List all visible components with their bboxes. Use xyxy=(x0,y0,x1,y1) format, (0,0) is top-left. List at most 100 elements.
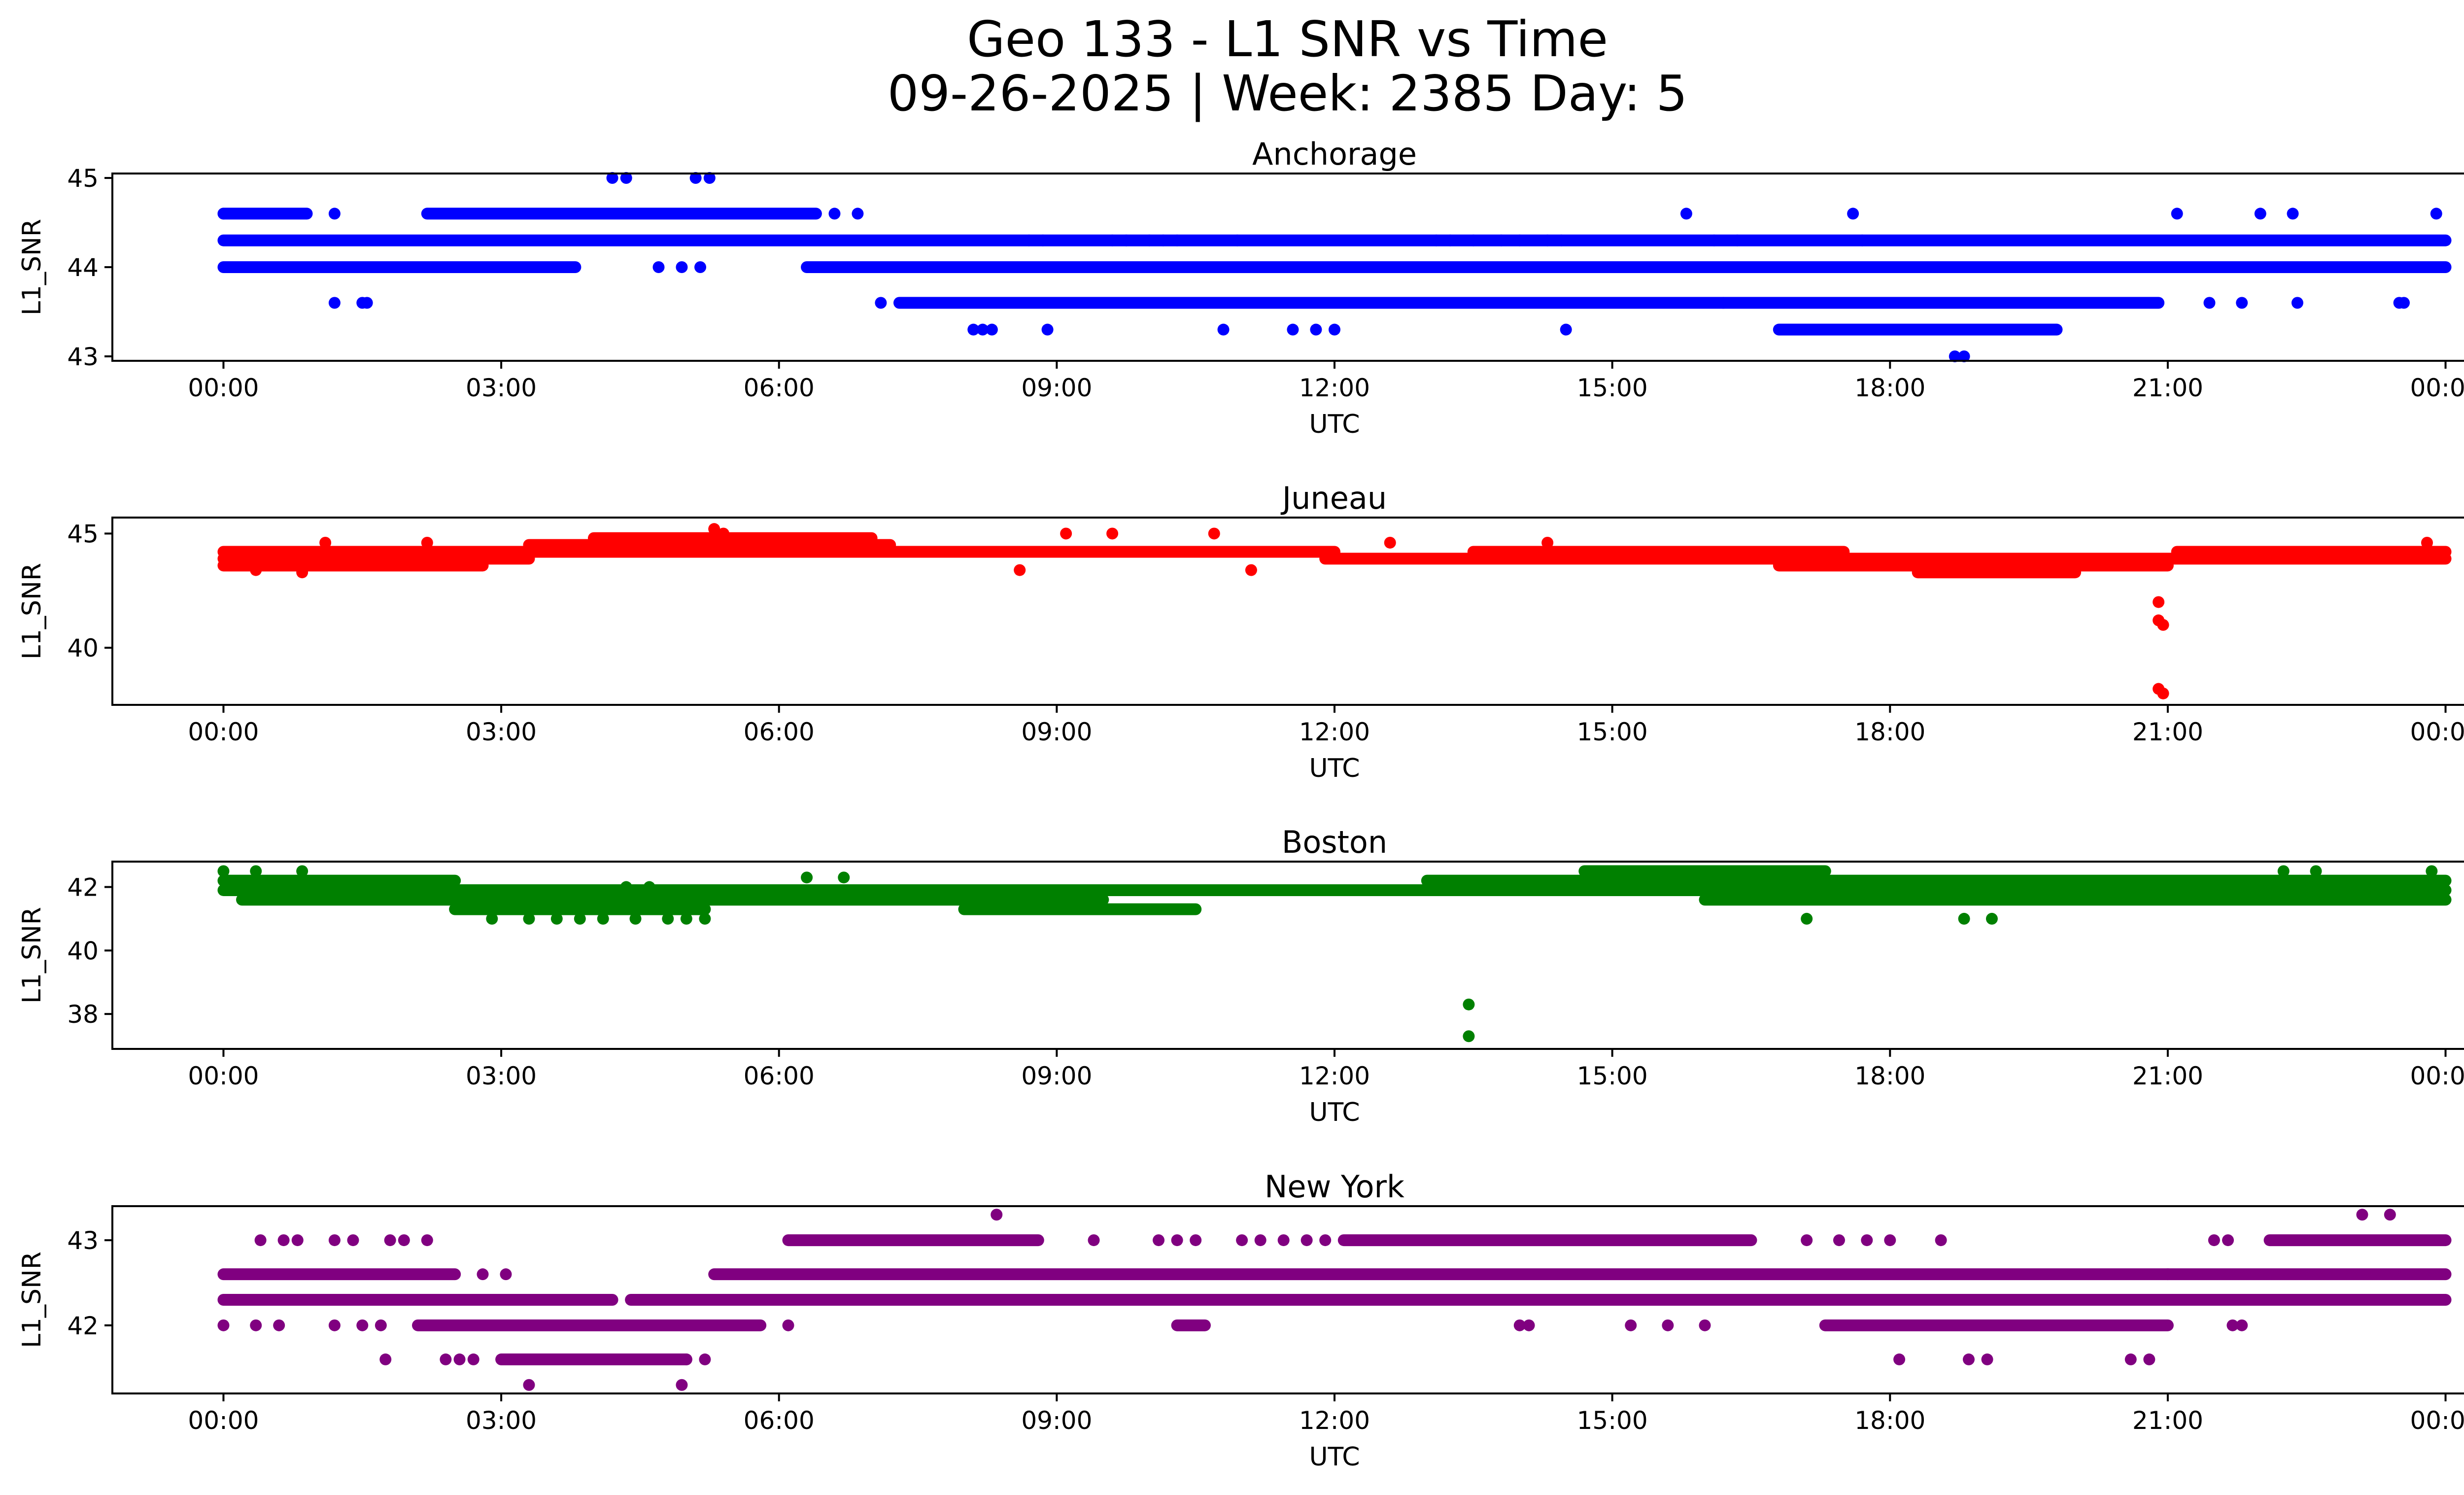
data-point xyxy=(1106,527,1119,540)
x-tick-label: 15:00 xyxy=(1577,718,1648,746)
x-tick-label: 18:00 xyxy=(1854,1406,1925,1435)
data-point xyxy=(2157,619,2169,631)
data-point xyxy=(523,1379,535,1391)
data-point xyxy=(1995,261,2007,273)
data-point xyxy=(680,1353,692,1365)
data-point xyxy=(1833,261,1845,273)
x-tick-label: 15:00 xyxy=(1577,1062,1648,1090)
data-point xyxy=(1300,1234,1313,1247)
data-point xyxy=(2287,208,2299,220)
data-point xyxy=(2356,1209,2368,1221)
x-tick-label: 09:00 xyxy=(1021,1406,1092,1435)
data-point xyxy=(1861,1234,1873,1247)
data-point xyxy=(2236,297,2248,309)
data-point xyxy=(1208,527,1220,540)
data-point xyxy=(708,523,720,535)
data-point xyxy=(277,1234,290,1247)
data-point xyxy=(1106,234,1119,246)
x-tick-label: 00:00 xyxy=(188,1406,259,1435)
data-point xyxy=(1555,234,1568,246)
y-tick-label: 43 xyxy=(67,343,99,371)
data-point xyxy=(384,1234,396,1247)
data-point xyxy=(379,1353,392,1365)
x-tick-label: 15:00 xyxy=(1577,374,1648,402)
x-tick-label: 06:00 xyxy=(744,374,815,402)
x-tick-label: 03:00 xyxy=(466,718,537,746)
data-point xyxy=(250,1319,262,1331)
data-point xyxy=(1157,234,1169,246)
x-axis-label: UTC xyxy=(1309,1098,1360,1127)
data-point xyxy=(1949,350,1961,362)
data-point xyxy=(1977,261,1989,273)
data-point xyxy=(375,1319,387,1331)
data-point xyxy=(1143,234,1156,246)
data-point xyxy=(1847,208,1859,220)
data-point xyxy=(620,881,632,893)
data-marks xyxy=(217,865,2452,1043)
data-point xyxy=(1856,234,1868,246)
data-point xyxy=(1463,1030,1475,1043)
x-tick-label: 03:00 xyxy=(466,374,537,402)
x-axis-label: UTC xyxy=(1309,1442,1360,1472)
data-point xyxy=(2153,596,2165,608)
data-point xyxy=(2157,687,2169,699)
data-point xyxy=(1310,323,1322,336)
data-point xyxy=(1277,1234,1290,1247)
y-tick-label: 45 xyxy=(67,164,99,193)
data-point xyxy=(550,912,563,925)
data-point xyxy=(500,1268,512,1281)
data-point xyxy=(1444,234,1456,246)
x-axis-label: UTC xyxy=(1309,410,1360,439)
data-point xyxy=(1171,1234,1183,1247)
data-point xyxy=(680,912,692,925)
y-tick-label: 44 xyxy=(67,253,99,282)
data-point xyxy=(676,261,688,273)
subplot-title: Juneau xyxy=(1280,480,1387,516)
data-point xyxy=(1884,1234,1896,1247)
data-point xyxy=(662,912,674,925)
x-tick-label: 21:00 xyxy=(2132,718,2203,746)
data-point xyxy=(1287,323,1299,336)
data-point xyxy=(1463,998,1475,1010)
subplot-title: Anchorage xyxy=(1252,136,1417,172)
x-tick-label: 00:00 xyxy=(188,374,259,402)
data-point xyxy=(296,865,308,877)
data-point xyxy=(699,1353,711,1365)
y-axis-label: L1_SNR xyxy=(17,219,47,315)
data-point xyxy=(676,1379,688,1391)
x-tick-label: 12:00 xyxy=(1299,718,1370,746)
data-point xyxy=(1430,234,1442,246)
x-tick-label: 00:00 xyxy=(2410,718,2464,746)
data-point xyxy=(1217,323,1230,336)
data-point xyxy=(1384,536,1396,549)
data-point xyxy=(2143,1353,2156,1365)
x-tick-label: 09:00 xyxy=(1021,718,1092,746)
data-point xyxy=(254,1234,267,1247)
data-point xyxy=(1037,234,1049,246)
data-point xyxy=(1245,564,1257,576)
data-point xyxy=(852,208,864,220)
data-point xyxy=(440,1353,452,1365)
data-point xyxy=(1981,1353,1993,1365)
data-point xyxy=(574,912,586,925)
data-point xyxy=(523,912,535,925)
data-point xyxy=(606,172,618,184)
data-point xyxy=(2426,865,2438,877)
data-point xyxy=(486,912,498,925)
data-point xyxy=(1236,1234,1248,1247)
data-point xyxy=(1680,208,1692,220)
data-point xyxy=(718,527,729,540)
data-point xyxy=(643,881,655,893)
y-axis-label: L1_SNR xyxy=(17,907,47,1004)
data-point xyxy=(2236,1319,2248,1331)
data-point xyxy=(1958,350,1970,362)
data-point xyxy=(1171,234,1183,246)
data-point xyxy=(1967,261,1980,273)
data-point xyxy=(1495,234,1507,246)
data-point xyxy=(1708,234,1720,246)
data-point xyxy=(2208,1234,2220,1247)
x-tick-label: 21:00 xyxy=(2132,1406,2203,1435)
data-point xyxy=(361,297,373,309)
data-point xyxy=(1319,1234,1332,1247)
